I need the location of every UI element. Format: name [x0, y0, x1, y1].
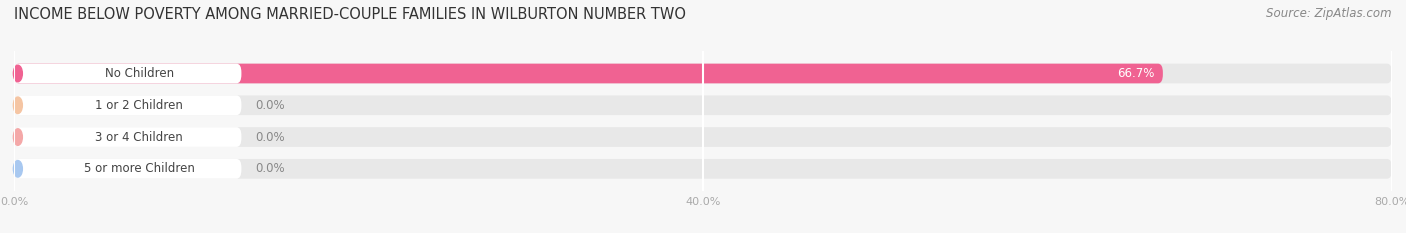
Text: Source: ZipAtlas.com: Source: ZipAtlas.com: [1267, 7, 1392, 20]
Text: 3 or 4 Children: 3 or 4 Children: [96, 130, 183, 144]
Text: 0.0%: 0.0%: [256, 130, 285, 144]
FancyBboxPatch shape: [14, 96, 242, 115]
Text: INCOME BELOW POVERTY AMONG MARRIED-COUPLE FAMILIES IN WILBURTON NUMBER TWO: INCOME BELOW POVERTY AMONG MARRIED-COUPL…: [14, 7, 686, 22]
FancyBboxPatch shape: [14, 127, 1392, 147]
FancyBboxPatch shape: [14, 64, 1392, 83]
FancyBboxPatch shape: [14, 64, 1163, 83]
FancyBboxPatch shape: [14, 159, 1392, 179]
FancyBboxPatch shape: [14, 96, 1392, 115]
Circle shape: [14, 97, 22, 113]
Circle shape: [14, 129, 22, 145]
Circle shape: [14, 161, 22, 177]
Text: 0.0%: 0.0%: [256, 99, 285, 112]
Text: No Children: No Children: [104, 67, 174, 80]
FancyBboxPatch shape: [14, 127, 242, 147]
FancyBboxPatch shape: [14, 64, 242, 83]
Text: 5 or more Children: 5 or more Children: [84, 162, 194, 175]
Circle shape: [14, 65, 22, 82]
FancyBboxPatch shape: [14, 159, 242, 179]
Text: 1 or 2 Children: 1 or 2 Children: [96, 99, 183, 112]
Text: 0.0%: 0.0%: [256, 162, 285, 175]
Text: 66.7%: 66.7%: [1116, 67, 1154, 80]
